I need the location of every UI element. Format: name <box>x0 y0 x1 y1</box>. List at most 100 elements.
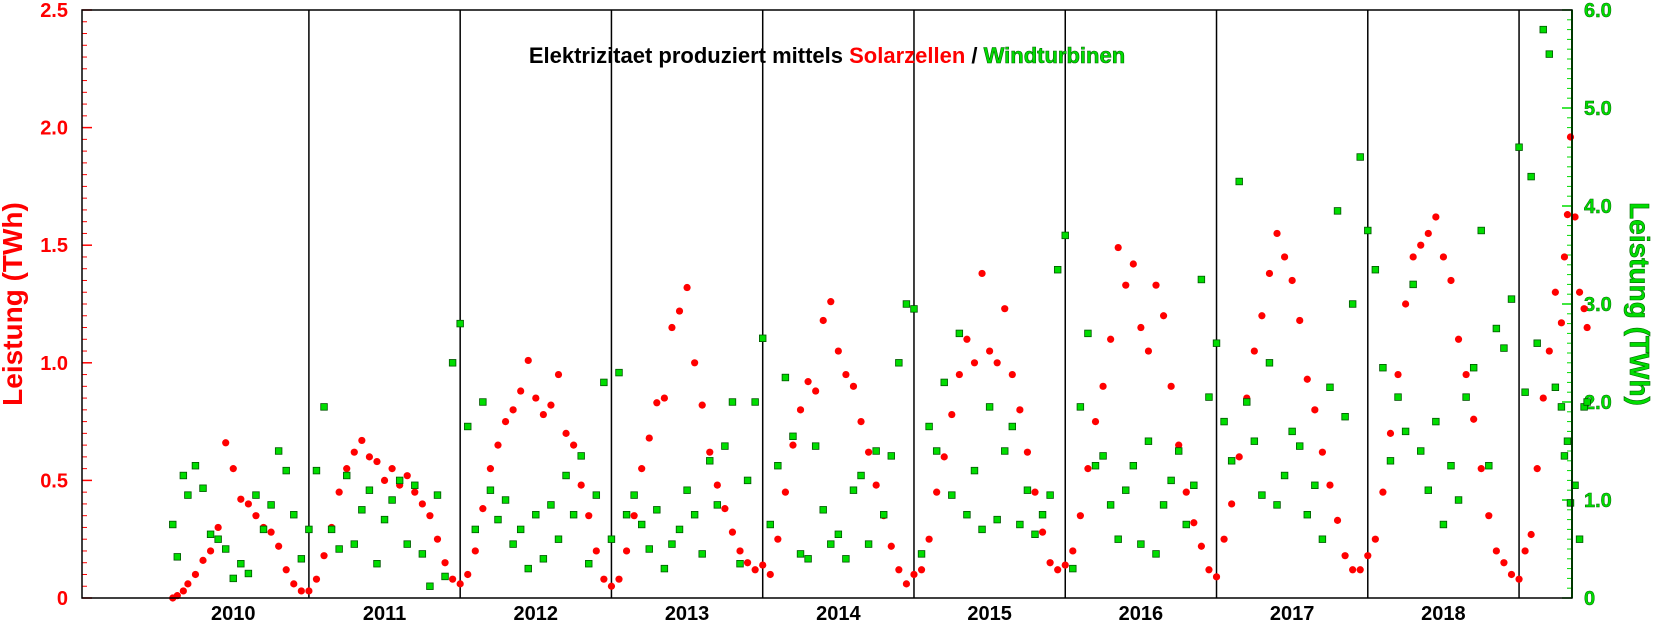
wind-point <box>698 550 706 558</box>
wind-point <box>1197 275 1206 284</box>
wind-point <box>259 525 268 534</box>
solar-point <box>570 441 578 449</box>
solar-point <box>1386 429 1395 437</box>
solar-point <box>1379 488 1387 496</box>
wind-point <box>471 525 479 534</box>
wind-point <box>532 510 540 519</box>
wind-point <box>524 564 532 573</box>
right-tick-label: 0 <box>1584 588 1595 610</box>
solar-point <box>1424 229 1432 238</box>
wind-point <box>411 481 419 489</box>
wind-point <box>1311 481 1319 489</box>
wind-point <box>1318 535 1327 543</box>
solar-point <box>1349 566 1357 574</box>
wind-point <box>229 574 237 583</box>
wind-point <box>1401 427 1410 436</box>
solar-point <box>1107 335 1115 343</box>
solar-point <box>358 436 366 445</box>
solar-point <box>1031 488 1039 496</box>
solar-point <box>1402 300 1410 308</box>
solar-point <box>698 401 706 409</box>
solar-point <box>963 335 971 343</box>
solar-point <box>668 323 676 332</box>
solar-point <box>1001 305 1009 313</box>
solar-point <box>501 418 510 426</box>
solar-point <box>917 566 926 574</box>
wind-point <box>222 545 230 553</box>
solar-point <box>986 347 994 355</box>
solar-point <box>691 359 699 367</box>
wind-point <box>902 300 911 308</box>
wind-point <box>925 422 933 431</box>
wind-point <box>1551 383 1560 391</box>
solar-point <box>1566 133 1575 141</box>
solar-point <box>562 429 570 437</box>
wind-point <box>320 403 328 411</box>
solar-point <box>940 453 948 461</box>
solar-point <box>804 378 812 386</box>
solar-point <box>970 359 979 367</box>
wind-point <box>1182 520 1190 529</box>
wind-point <box>1379 363 1387 372</box>
solar-point <box>1500 559 1508 567</box>
wind-point <box>1288 427 1296 436</box>
solar-point <box>1356 566 1364 574</box>
wind-point <box>494 515 502 524</box>
title-separator: / <box>965 43 983 68</box>
wind-point <box>395 476 404 485</box>
solar-point <box>380 476 389 484</box>
wind-point <box>358 506 366 514</box>
wind-point <box>173 553 181 561</box>
wind-point <box>940 378 948 387</box>
wind-point <box>615 368 623 377</box>
solar-point <box>1571 213 1579 221</box>
wind-point <box>1462 393 1470 401</box>
wind-point <box>169 520 177 529</box>
solar-point <box>275 542 283 550</box>
wind-point <box>448 359 457 367</box>
wind-point <box>327 525 336 534</box>
wind-point <box>637 520 646 529</box>
wind-point <box>1114 535 1122 543</box>
wind-point <box>660 564 669 573</box>
wind-point <box>645 545 653 553</box>
solar-point <box>645 434 653 442</box>
solar-point <box>547 401 555 409</box>
solar-point <box>1197 542 1205 550</box>
solar-point <box>373 457 381 466</box>
solar-point <box>1364 552 1372 560</box>
solar-point <box>1182 488 1190 496</box>
wind-point <box>1409 280 1417 289</box>
wind-point <box>1566 499 1575 507</box>
wind-point <box>252 491 260 499</box>
solar-point <box>1545 347 1553 355</box>
solar-point <box>789 441 797 449</box>
wind-point <box>1424 486 1432 494</box>
wind-point <box>554 535 563 543</box>
solar-point <box>948 410 956 419</box>
wind-point <box>1008 422 1017 431</box>
solar-point <box>199 556 207 564</box>
wind-point <box>547 501 555 509</box>
solar-point <box>978 269 986 278</box>
solar-point <box>1417 241 1425 249</box>
wind-point <box>1417 447 1425 455</box>
solar-point <box>630 512 638 520</box>
wind-point <box>774 461 782 470</box>
wind-point <box>1023 486 1032 494</box>
wind-point <box>1515 143 1523 151</box>
solar-point <box>1129 260 1137 268</box>
wind-series <box>169 25 1591 590</box>
solar-point <box>1046 559 1054 567</box>
solar-point <box>1235 453 1243 461</box>
solar-point <box>1220 535 1228 543</box>
right-axis-title: Leistung (TWh) <box>1624 202 1654 406</box>
solar-point <box>464 570 472 579</box>
solar-point <box>554 370 563 379</box>
wind-point <box>1091 461 1100 470</box>
plot-frame <box>81 9 1573 599</box>
wind-point <box>1053 265 1062 274</box>
solar-point <box>1273 229 1281 238</box>
year-label-2012: 2012 <box>514 603 559 622</box>
wind-point <box>1243 398 1251 406</box>
